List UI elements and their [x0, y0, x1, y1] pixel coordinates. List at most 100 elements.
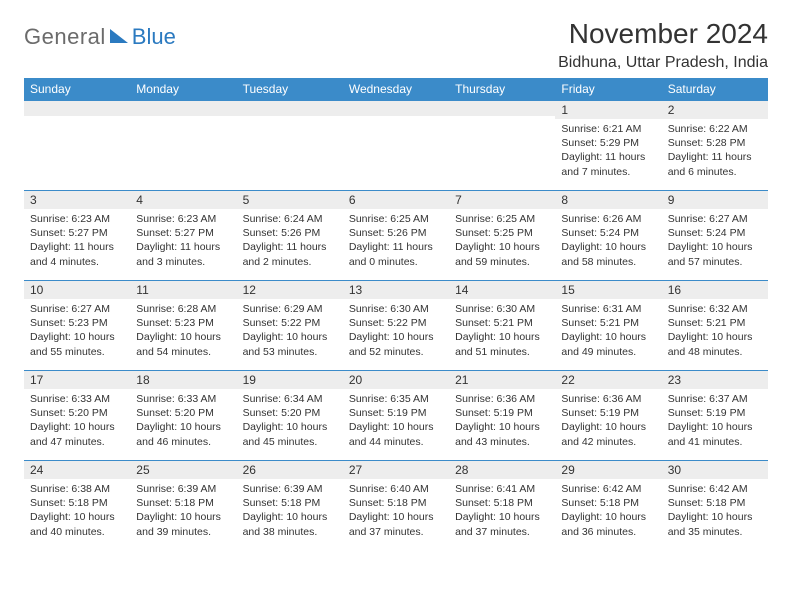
sunset-text: Sunset: 5:23 PM	[136, 316, 230, 330]
day-content: Sunrise: 6:30 AMSunset: 5:22 PMDaylight:…	[343, 299, 449, 365]
brand-part1: General	[24, 24, 106, 50]
calendar-day-cell: 19Sunrise: 6:34 AMSunset: 5:20 PMDayligh…	[237, 370, 343, 460]
calendar-day-cell: 16Sunrise: 6:32 AMSunset: 5:21 PMDayligh…	[662, 280, 768, 370]
daylight-text: Daylight: 10 hours and 44 minutes.	[349, 420, 443, 448]
calendar-day-cell: 3Sunrise: 6:23 AMSunset: 5:27 PMDaylight…	[24, 190, 130, 280]
day-content: Sunrise: 6:23 AMSunset: 5:27 PMDaylight:…	[130, 209, 236, 275]
day-content: Sunrise: 6:25 AMSunset: 5:26 PMDaylight:…	[343, 209, 449, 275]
day-content: Sunrise: 6:21 AMSunset: 5:29 PMDaylight:…	[555, 119, 661, 185]
day-number: 7	[449, 190, 555, 209]
sunset-text: Sunset: 5:19 PM	[455, 406, 549, 420]
sunset-text: Sunset: 5:19 PM	[668, 406, 762, 420]
sunrise-text: Sunrise: 6:25 AM	[349, 212, 443, 226]
weekday-header: Wednesday	[343, 78, 449, 100]
day-number: 25	[130, 460, 236, 479]
sunrise-text: Sunrise: 6:27 AM	[30, 302, 124, 316]
sunrise-text: Sunrise: 6:42 AM	[668, 482, 762, 496]
day-number: 27	[343, 460, 449, 479]
calendar-day-cell: 11 Sunrise: 6:28 AMSunset: 5:23 PMDayligh…	[130, 280, 236, 370]
daylight-text: Daylight: 11 hours and 3 minutes.	[136, 240, 230, 268]
day-number: 1	[555, 100, 661, 119]
day-content: Sunrise: 6:31 AMSunset: 5:21 PMDaylight:…	[555, 299, 661, 365]
day-number: 21	[449, 370, 555, 389]
sunset-text: Sunset: 5:26 PM	[243, 226, 337, 240]
daylight-text: Daylight: 10 hours and 51 minutes.	[455, 330, 549, 358]
day-content: Sunrise: 6:27 AMSunset: 5:23 PMDaylight:…	[24, 299, 130, 365]
day-number: 22	[555, 370, 661, 389]
daylight-text: Daylight: 10 hours and 46 minutes.	[136, 420, 230, 448]
day-number: 3	[24, 190, 130, 209]
day-content: Sunrise: 6:35 AMSunset: 5:19 PMDaylight:…	[343, 389, 449, 455]
calendar-day-cell: 2Sunrise: 6:22 AMSunset: 5:28 PMDaylight…	[662, 100, 768, 190]
sunset-text: Sunset: 5:18 PM	[668, 496, 762, 510]
calendar-week-row: 17Sunrise: 6:33 AMSunset: 5:20 PMDayligh…	[24, 370, 768, 460]
sunset-text: Sunset: 5:22 PM	[243, 316, 337, 330]
sunrise-text: Sunrise: 6:24 AM	[243, 212, 337, 226]
calendar-day-cell: 27Sunrise: 6:40 AMSunset: 5:18 PMDayligh…	[343, 460, 449, 550]
sunset-text: Sunset: 5:20 PM	[136, 406, 230, 420]
daylight-text: Daylight: 10 hours and 53 minutes.	[243, 330, 337, 358]
sunrise-text: Sunrise: 6:28 AM	[136, 302, 230, 316]
day-number: 5	[237, 190, 343, 209]
day-content	[24, 116, 130, 166]
daylight-text: Daylight: 10 hours and 58 minutes.	[561, 240, 655, 268]
brand-part2: Blue	[112, 24, 176, 50]
sunrise-text: Sunrise: 6:25 AM	[455, 212, 549, 226]
calendar-day-cell: 9Sunrise: 6:27 AMSunset: 5:24 PMDaylight…	[662, 190, 768, 280]
calendar-day-cell	[449, 100, 555, 190]
day-number: 20	[343, 370, 449, 389]
sunset-text: Sunset: 5:18 PM	[30, 496, 124, 510]
day-content: Sunrise: 6:23 AMSunset: 5:27 PMDaylight:…	[24, 209, 130, 275]
day-content: Sunrise: 6:41 AMSunset: 5:18 PMDaylight:…	[449, 479, 555, 545]
weekday-header: Thursday	[449, 78, 555, 100]
sunset-text: Sunset: 5:23 PM	[30, 316, 124, 330]
day-number: 17	[24, 370, 130, 389]
calendar-day-cell: 29Sunrise: 6:42 AMSunset: 5:18 PMDayligh…	[555, 460, 661, 550]
sunrise-text: Sunrise: 6:23 AM	[30, 212, 124, 226]
day-number: 14	[449, 280, 555, 299]
sunrise-text: Sunrise: 6:31 AM	[561, 302, 655, 316]
day-number: 10	[24, 280, 130, 299]
calendar-day-cell: 21Sunrise: 6:36 AMSunset: 5:19 PMDayligh…	[449, 370, 555, 460]
day-number: 18	[130, 370, 236, 389]
day-content: Sunrise: 6:36 AMSunset: 5:19 PMDaylight:…	[449, 389, 555, 455]
sunrise-text: Sunrise: 6:41 AM	[455, 482, 549, 496]
daylight-text: Daylight: 10 hours and 54 minutes.	[136, 330, 230, 358]
daylight-text: Daylight: 10 hours and 36 minutes.	[561, 510, 655, 538]
sunset-text: Sunset: 5:21 PM	[561, 316, 655, 330]
daylight-text: Daylight: 10 hours and 55 minutes.	[30, 330, 124, 358]
month-title: November 2024	[558, 18, 768, 50]
sunset-text: Sunset: 5:22 PM	[349, 316, 443, 330]
calendar-week-row: 24Sunrise: 6:38 AMSunset: 5:18 PMDayligh…	[24, 460, 768, 550]
sunrise-text: Sunrise: 6:27 AM	[668, 212, 762, 226]
calendar-week-row: 1Sunrise: 6:21 AMSunset: 5:29 PMDaylight…	[24, 100, 768, 190]
day-number: 19	[237, 370, 343, 389]
sunset-text: Sunset: 5:19 PM	[561, 406, 655, 420]
day-number: 11	[130, 280, 236, 299]
sunrise-text: Sunrise: 6:34 AM	[243, 392, 337, 406]
day-number: 26	[237, 460, 343, 479]
calendar-day-cell: 13Sunrise: 6:30 AMSunset: 5:22 PMDayligh…	[343, 280, 449, 370]
day-content: Sunrise: 6:33 AMSunset: 5:20 PMDaylight:…	[24, 389, 130, 455]
daylight-text: Daylight: 10 hours and 41 minutes.	[668, 420, 762, 448]
location-label: Bidhuna, Uttar Pradesh, India	[558, 54, 768, 72]
sunrise-text: Sunrise: 6:37 AM	[668, 392, 762, 406]
calendar-week-row: 3Sunrise: 6:23 AMSunset: 5:27 PMDaylight…	[24, 190, 768, 280]
day-number: 24	[24, 460, 130, 479]
sunset-text: Sunset: 5:18 PM	[136, 496, 230, 510]
calendar-day-cell: 25Sunrise: 6:39 AMSunset: 5:18 PMDayligh…	[130, 460, 236, 550]
sunrise-text: Sunrise: 6:29 AM	[243, 302, 337, 316]
sunset-text: Sunset: 5:27 PM	[30, 226, 124, 240]
daylight-text: Daylight: 10 hours and 43 minutes.	[455, 420, 549, 448]
sunrise-text: Sunrise: 6:36 AM	[561, 392, 655, 406]
day-content: Sunrise: 6:42 AMSunset: 5:18 PMDaylight:…	[662, 479, 768, 545]
daylight-text: Daylight: 11 hours and 0 minutes.	[349, 240, 443, 268]
weekday-header: Tuesday	[237, 78, 343, 100]
day-content	[130, 116, 236, 166]
sunset-text: Sunset: 5:24 PM	[668, 226, 762, 240]
calendar-day-cell: 23Sunrise: 6:37 AMSunset: 5:19 PMDayligh…	[662, 370, 768, 460]
sunset-text: Sunset: 5:18 PM	[243, 496, 337, 510]
calendar-day-cell: 7Sunrise: 6:25 AMSunset: 5:25 PMDaylight…	[449, 190, 555, 280]
title-block: November 2024 Bidhuna, Uttar Pradesh, In…	[558, 18, 768, 72]
day-number: 2	[662, 100, 768, 119]
